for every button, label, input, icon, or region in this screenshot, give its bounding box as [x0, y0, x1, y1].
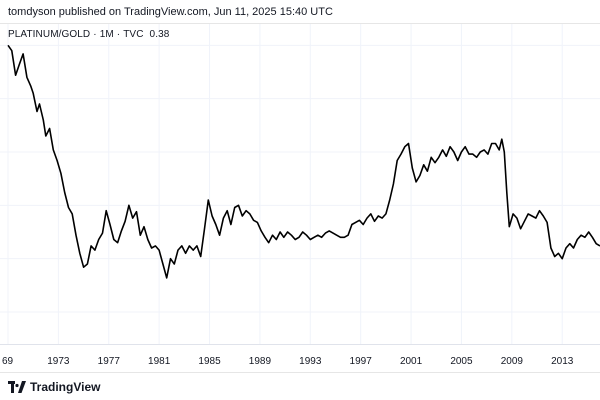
tradingview-logo-icon: [8, 381, 26, 393]
x-tick-label: 1973: [47, 356, 70, 367]
x-tick-label: 69: [2, 356, 14, 367]
legend-symbol[interactable]: PLATINUM/GOLD: [8, 29, 91, 40]
publish-header: tomdyson published on TradingView.com, J…: [0, 0, 600, 24]
x-tick-label: 2013: [551, 356, 574, 367]
x-tick-label: 2009: [501, 356, 524, 367]
x-tick-label: 1989: [249, 356, 272, 367]
legend-separator: ·: [93, 29, 97, 40]
publish-info-text: tomdyson published on TradingView.com, J…: [8, 6, 333, 18]
chart-area[interactable]: 69 1973 1977 1981 1985 1989 1993 1997 2001 2005 20…: [0, 24, 600, 372]
series-line: [7, 44, 600, 279]
legend-last-value: 0.38: [149, 29, 170, 40]
price-chart[interactable]: 69 1973 1977 1981 1985 1989 1993 1997 2001 2005 20…: [0, 24, 600, 372]
chart-legend: PLATINUM/GOLD · 1M · TVC 0.38: [8, 29, 169, 40]
x-tick-label: 1993: [299, 356, 322, 367]
tradingview-brand-text: TradingView: [30, 380, 101, 394]
x-tick-label: 2001: [400, 356, 423, 367]
x-tick-label: 1997: [350, 356, 373, 367]
tradingview-logo[interactable]: TradingView: [8, 379, 100, 395]
x-tick-label: 1981: [148, 356, 171, 367]
footer-bar: TradingView: [0, 372, 600, 400]
x-tick-label: 1985: [198, 356, 221, 367]
legend-separator: ·: [116, 29, 121, 40]
legend-source: TVC: [123, 29, 144, 40]
x-tick-label: 2005: [450, 356, 473, 367]
x-tick-label: 1977: [98, 356, 121, 367]
legend-interval: 1M: [99, 29, 114, 40]
